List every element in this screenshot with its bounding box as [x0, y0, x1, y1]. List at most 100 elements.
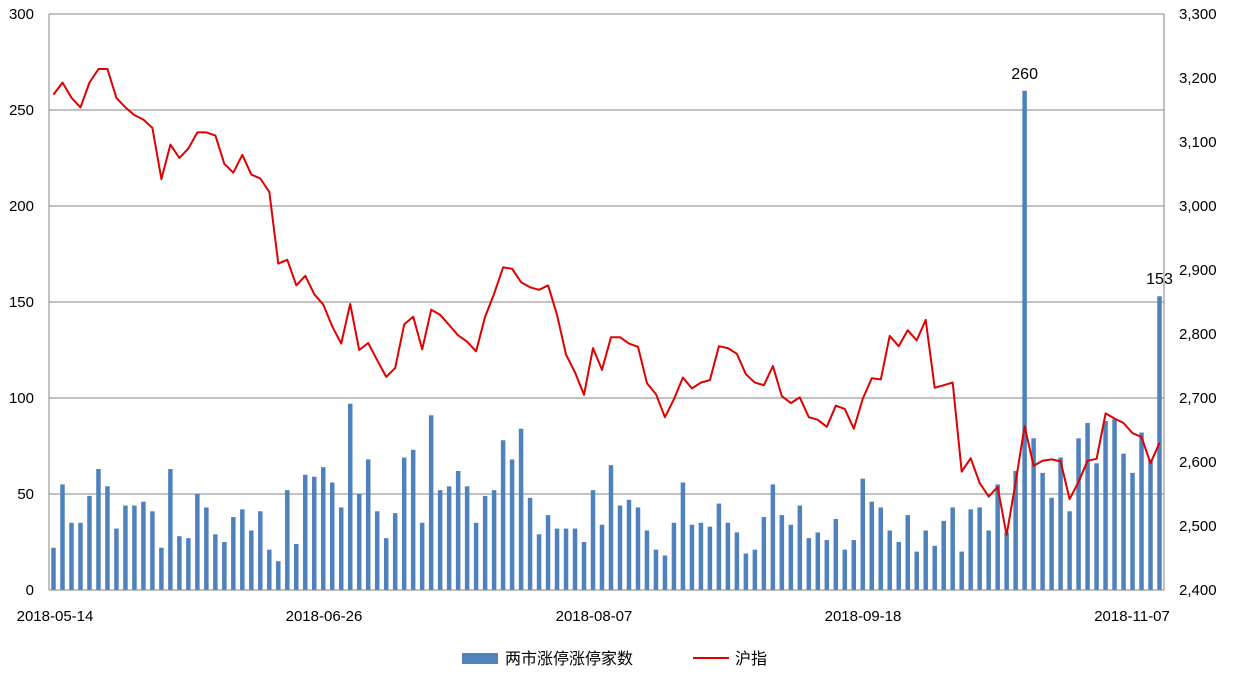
bar	[1094, 463, 1099, 590]
y-left-tick-label: 250	[9, 102, 34, 119]
bar	[653, 549, 659, 590]
bar	[114, 528, 119, 590]
y-axis-left-ticks: 0 50 100 150 200 250 300	[9, 6, 34, 599]
bar	[1076, 438, 1081, 590]
bar	[725, 522, 731, 590]
y-right-tick-label: 3,200	[1179, 70, 1217, 87]
legend-swatch-bar	[462, 653, 498, 664]
bar	[671, 522, 677, 590]
y-left-tick-label: 150	[9, 294, 34, 311]
bar	[1112, 419, 1117, 590]
bar	[231, 517, 236, 590]
bar	[1022, 90, 1027, 591]
bar	[1130, 472, 1135, 590]
bar	[806, 538, 812, 590]
bar	[932, 545, 937, 590]
bar	[761, 517, 767, 590]
bar	[545, 515, 551, 590]
bar	[437, 490, 443, 590]
legend: 两市涨停涨停家数 沪指	[462, 649, 767, 668]
bar	[321, 467, 326, 590]
bar	[896, 542, 901, 590]
y-right-tick-label: 3,100	[1179, 134, 1217, 151]
bar	[392, 513, 398, 590]
bar	[1040, 472, 1045, 590]
bar	[869, 501, 875, 590]
y-left-tick-label: 100	[9, 390, 34, 407]
bar	[815, 532, 821, 590]
bar	[779, 515, 785, 590]
bar	[1148, 459, 1153, 590]
bar	[662, 555, 668, 590]
y-axis-right-ticks: 2,400 2,500 2,600 2,700 2,800 2,900 3,000 3,100…	[1179, 6, 1217, 599]
bar	[689, 524, 695, 590]
gridlines	[49, 13, 1164, 495]
bar	[258, 511, 263, 590]
bar	[617, 505, 623, 590]
bar	[824, 540, 830, 590]
legend-label-line: 沪指	[735, 649, 767, 668]
bar	[141, 501, 146, 590]
bar	[833, 518, 839, 590]
bar	[1004, 532, 1009, 590]
bar	[860, 478, 866, 590]
bar	[69, 522, 74, 590]
bar	[1085, 422, 1090, 590]
bar	[1013, 470, 1018, 590]
bar	[590, 490, 596, 590]
bar	[87, 495, 92, 590]
x-tick-label: 2018-08-07	[556, 608, 633, 625]
line-series	[52, 68, 1161, 536]
bar	[455, 470, 461, 590]
bar	[240, 509, 245, 590]
bar	[410, 449, 416, 590]
bar	[707, 526, 713, 590]
bar	[464, 486, 470, 590]
bar	[914, 551, 919, 590]
bar	[644, 530, 650, 590]
bar	[1031, 438, 1036, 590]
bar	[752, 549, 758, 590]
y-right-tick-label: 2,600	[1179, 454, 1217, 471]
y-right-tick-label: 2,400	[1179, 582, 1217, 599]
y-left-tick-label: 0	[26, 582, 34, 599]
bar	[716, 503, 722, 590]
bar	[509, 459, 515, 590]
bar	[428, 415, 434, 590]
bar	[941, 520, 946, 590]
bar	[168, 469, 173, 590]
bar	[159, 547, 164, 590]
y-right-tick-label: 2,500	[1179, 518, 1217, 535]
bar	[312, 476, 317, 590]
bar	[401, 457, 407, 590]
data-label: 260	[1011, 66, 1038, 83]
bar	[743, 553, 749, 590]
bar	[1121, 453, 1126, 590]
bar	[770, 484, 776, 590]
bar	[78, 522, 83, 590]
bar	[995, 484, 1000, 590]
bar	[536, 534, 542, 590]
bar	[132, 505, 137, 590]
legend-label-bar: 两市涨停涨停家数	[505, 649, 633, 668]
bar	[581, 542, 587, 590]
bar	[977, 507, 982, 590]
bar	[195, 494, 200, 590]
bar	[851, 540, 857, 590]
x-axis-ticks: 2018-05-14 2018-06-26 2018-08-07 2018-09-18…	[17, 608, 1170, 625]
x-tick-label: 2018-09-18	[825, 608, 902, 625]
bar	[60, 484, 65, 590]
bar	[797, 505, 803, 590]
bar	[383, 538, 389, 590]
bar	[878, 507, 884, 590]
bar	[204, 507, 209, 590]
bar	[177, 536, 182, 590]
y-right-tick-label: 3,300	[1179, 6, 1217, 23]
bar	[500, 440, 506, 590]
y-right-tick-label: 3,000	[1179, 198, 1217, 215]
bar	[563, 528, 569, 590]
bar	[950, 507, 955, 590]
bar	[1103, 421, 1108, 590]
bar	[473, 522, 479, 590]
bar	[249, 530, 254, 590]
